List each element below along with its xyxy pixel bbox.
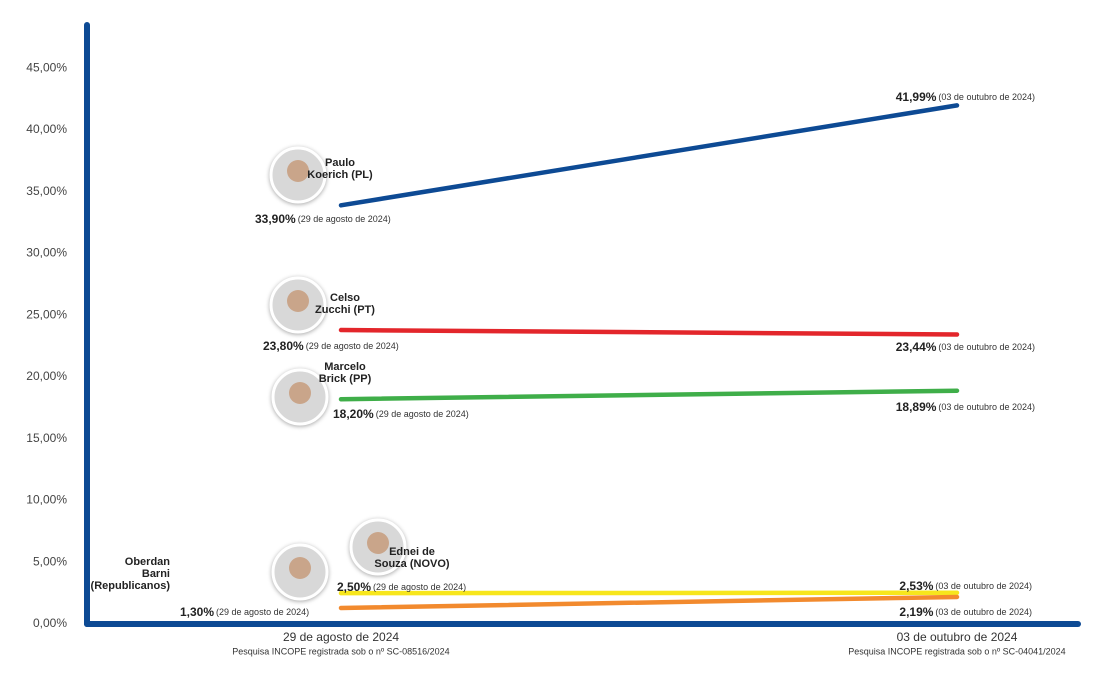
date-note: (03 de outubro de 2024) bbox=[938, 92, 1035, 102]
y-tick-label: 5,00% bbox=[33, 554, 67, 568]
y-tick-label: 10,00% bbox=[26, 493, 67, 507]
date-note: (29 de agosto de 2024) bbox=[298, 214, 391, 224]
value-label: 18,89% (03 de outubro de 2024) bbox=[896, 400, 1035, 414]
y-tick-label: 45,00% bbox=[26, 60, 67, 74]
date-note: (29 de agosto de 2024) bbox=[373, 582, 466, 592]
legend-entry: Celso Zucchi (PT) bbox=[315, 292, 375, 316]
value-label: 23,80% (29 de agosto de 2024) bbox=[263, 339, 399, 353]
value-label: 2,19% (03 de outubro de 2024) bbox=[899, 605, 1032, 619]
series-name-box: Ednei de Souza (NOVO) bbox=[374, 546, 450, 570]
value-text: 2,50% bbox=[337, 580, 371, 594]
value-text: 33,90% bbox=[255, 212, 296, 226]
candidate-face bbox=[289, 382, 311, 404]
legend-entry: Paulo Koerich (PL) bbox=[307, 157, 373, 181]
series-line bbox=[338, 388, 960, 402]
x-tick-note: Pesquisa INCOPE registrada sob o nº SC-0… bbox=[848, 646, 1065, 656]
date-note: (03 de outubro de 2024) bbox=[935, 607, 1032, 617]
series-name-box: Oberdan Barni (Republicanos) bbox=[90, 556, 170, 592]
date-note: (03 de outubro de 2024) bbox=[935, 581, 1032, 591]
y-tick-label: 25,00% bbox=[26, 307, 67, 321]
value-label: 33,90% (29 de agosto de 2024) bbox=[255, 212, 391, 226]
date-note: (29 de agosto de 2024) bbox=[216, 607, 309, 617]
y-tick-label: 40,00% bbox=[26, 122, 67, 136]
y-tick-label: 35,00% bbox=[26, 184, 67, 198]
date-note: (03 de outubro de 2024) bbox=[938, 342, 1035, 352]
candidate-face bbox=[287, 290, 309, 312]
value-text: 23,80% bbox=[263, 339, 304, 353]
value-text: 18,20% bbox=[333, 407, 374, 421]
value-text: 2,53% bbox=[899, 579, 933, 593]
value-text: 2,19% bbox=[899, 605, 933, 619]
candidate-face bbox=[287, 160, 309, 182]
series-name-box: Celso Zucchi (PT) bbox=[315, 292, 375, 316]
value-label: 2,50% (29 de agosto de 2024) bbox=[337, 580, 466, 594]
candidate-face bbox=[367, 532, 389, 554]
value-label: 41,99% (03 de outubro de 2024) bbox=[896, 90, 1035, 104]
value-label: 23,44% (03 de outubro de 2024) bbox=[896, 340, 1035, 354]
value-label: 18,20% (29 de agosto de 2024) bbox=[333, 407, 469, 421]
value-text: 23,44% bbox=[896, 340, 937, 354]
value-label: 2,53% (03 de outubro de 2024) bbox=[899, 579, 1032, 593]
value-text: 1,30% bbox=[180, 605, 214, 619]
y-tick-label: 20,00% bbox=[26, 369, 67, 383]
y-tick-label: 30,00% bbox=[26, 246, 67, 260]
series-name-box: Paulo Koerich (PL) bbox=[307, 157, 373, 181]
series-line bbox=[338, 103, 960, 208]
value-label: 1,30% (29 de agosto de 2024) bbox=[180, 605, 309, 619]
value-text: 18,89% bbox=[896, 400, 937, 414]
legend-entry: Oberdan Barni (Republicanos) bbox=[90, 556, 170, 592]
y-tick-label: 15,00% bbox=[26, 431, 67, 445]
legend-entry: Ednei de Souza (NOVO) bbox=[374, 546, 450, 570]
series-line bbox=[338, 594, 960, 611]
candidate-face bbox=[289, 557, 311, 579]
y-tick-label: 0,00% bbox=[33, 616, 67, 630]
x-tick-label: 03 de outubro de 2024 bbox=[897, 630, 1018, 644]
date-note: (29 de agosto de 2024) bbox=[376, 409, 469, 419]
x-tick-note: Pesquisa INCOPE registrada sob o nº SC-0… bbox=[232, 646, 449, 656]
legend-entry: Marcelo Brick (PP) bbox=[318, 361, 372, 385]
series-line bbox=[338, 327, 960, 337]
date-note: (29 de agosto de 2024) bbox=[306, 341, 399, 351]
series-name-box: Marcelo Brick (PP) bbox=[318, 361, 372, 385]
x-tick-label: 29 de agosto de 2024 bbox=[283, 630, 399, 644]
date-note: (03 de outubro de 2024) bbox=[938, 402, 1035, 412]
value-text: 41,99% bbox=[896, 90, 937, 104]
